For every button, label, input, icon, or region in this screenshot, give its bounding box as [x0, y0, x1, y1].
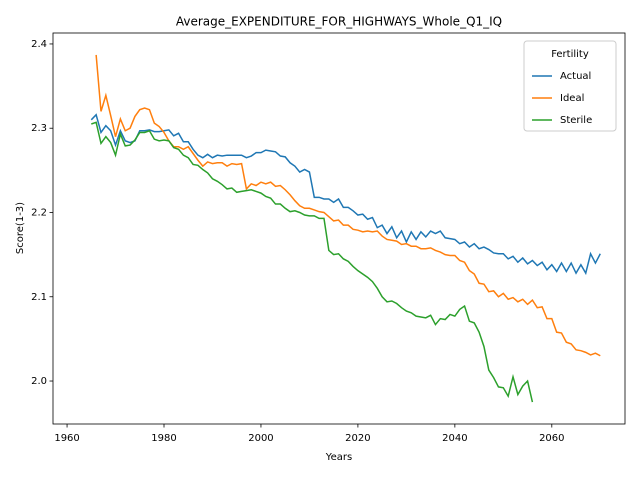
x-axis-label: Years	[325, 452, 352, 463]
y-tick-label: 2.4	[31, 39, 47, 50]
legend-label: Ideal	[560, 93, 584, 104]
legend-box	[523, 40, 617, 132]
y-tick-label: 2.2	[31, 207, 47, 218]
x-tick-label: 1980	[151, 433, 176, 444]
legend-label: Actual	[560, 71, 591, 82]
legend-title: Fertility	[551, 49, 589, 60]
x-tick-label: 2000	[248, 433, 273, 444]
y-tick-label: 2.1	[31, 292, 47, 303]
series-line	[90, 113, 601, 276]
y-tick-label: 2.3	[31, 123, 47, 134]
chart-title: Average_EXPENDITURE_FOR_HIGHWAYS_Whole_Q…	[176, 15, 502, 29]
x-tick-label: 2020	[345, 433, 370, 444]
series-line	[91, 121, 534, 403]
x-tick-label: 2040	[442, 433, 467, 444]
y-tick-label: 2.0	[31, 376, 47, 387]
y-axis-label: Score(1-3)	[15, 202, 26, 254]
plot-frame	[52, 32, 626, 425]
series-line	[95, 54, 601, 357]
legend-label: Sterile	[560, 115, 592, 126]
x-tick-label: 1960	[54, 433, 79, 444]
x-tick-label: 2060	[539, 433, 564, 444]
